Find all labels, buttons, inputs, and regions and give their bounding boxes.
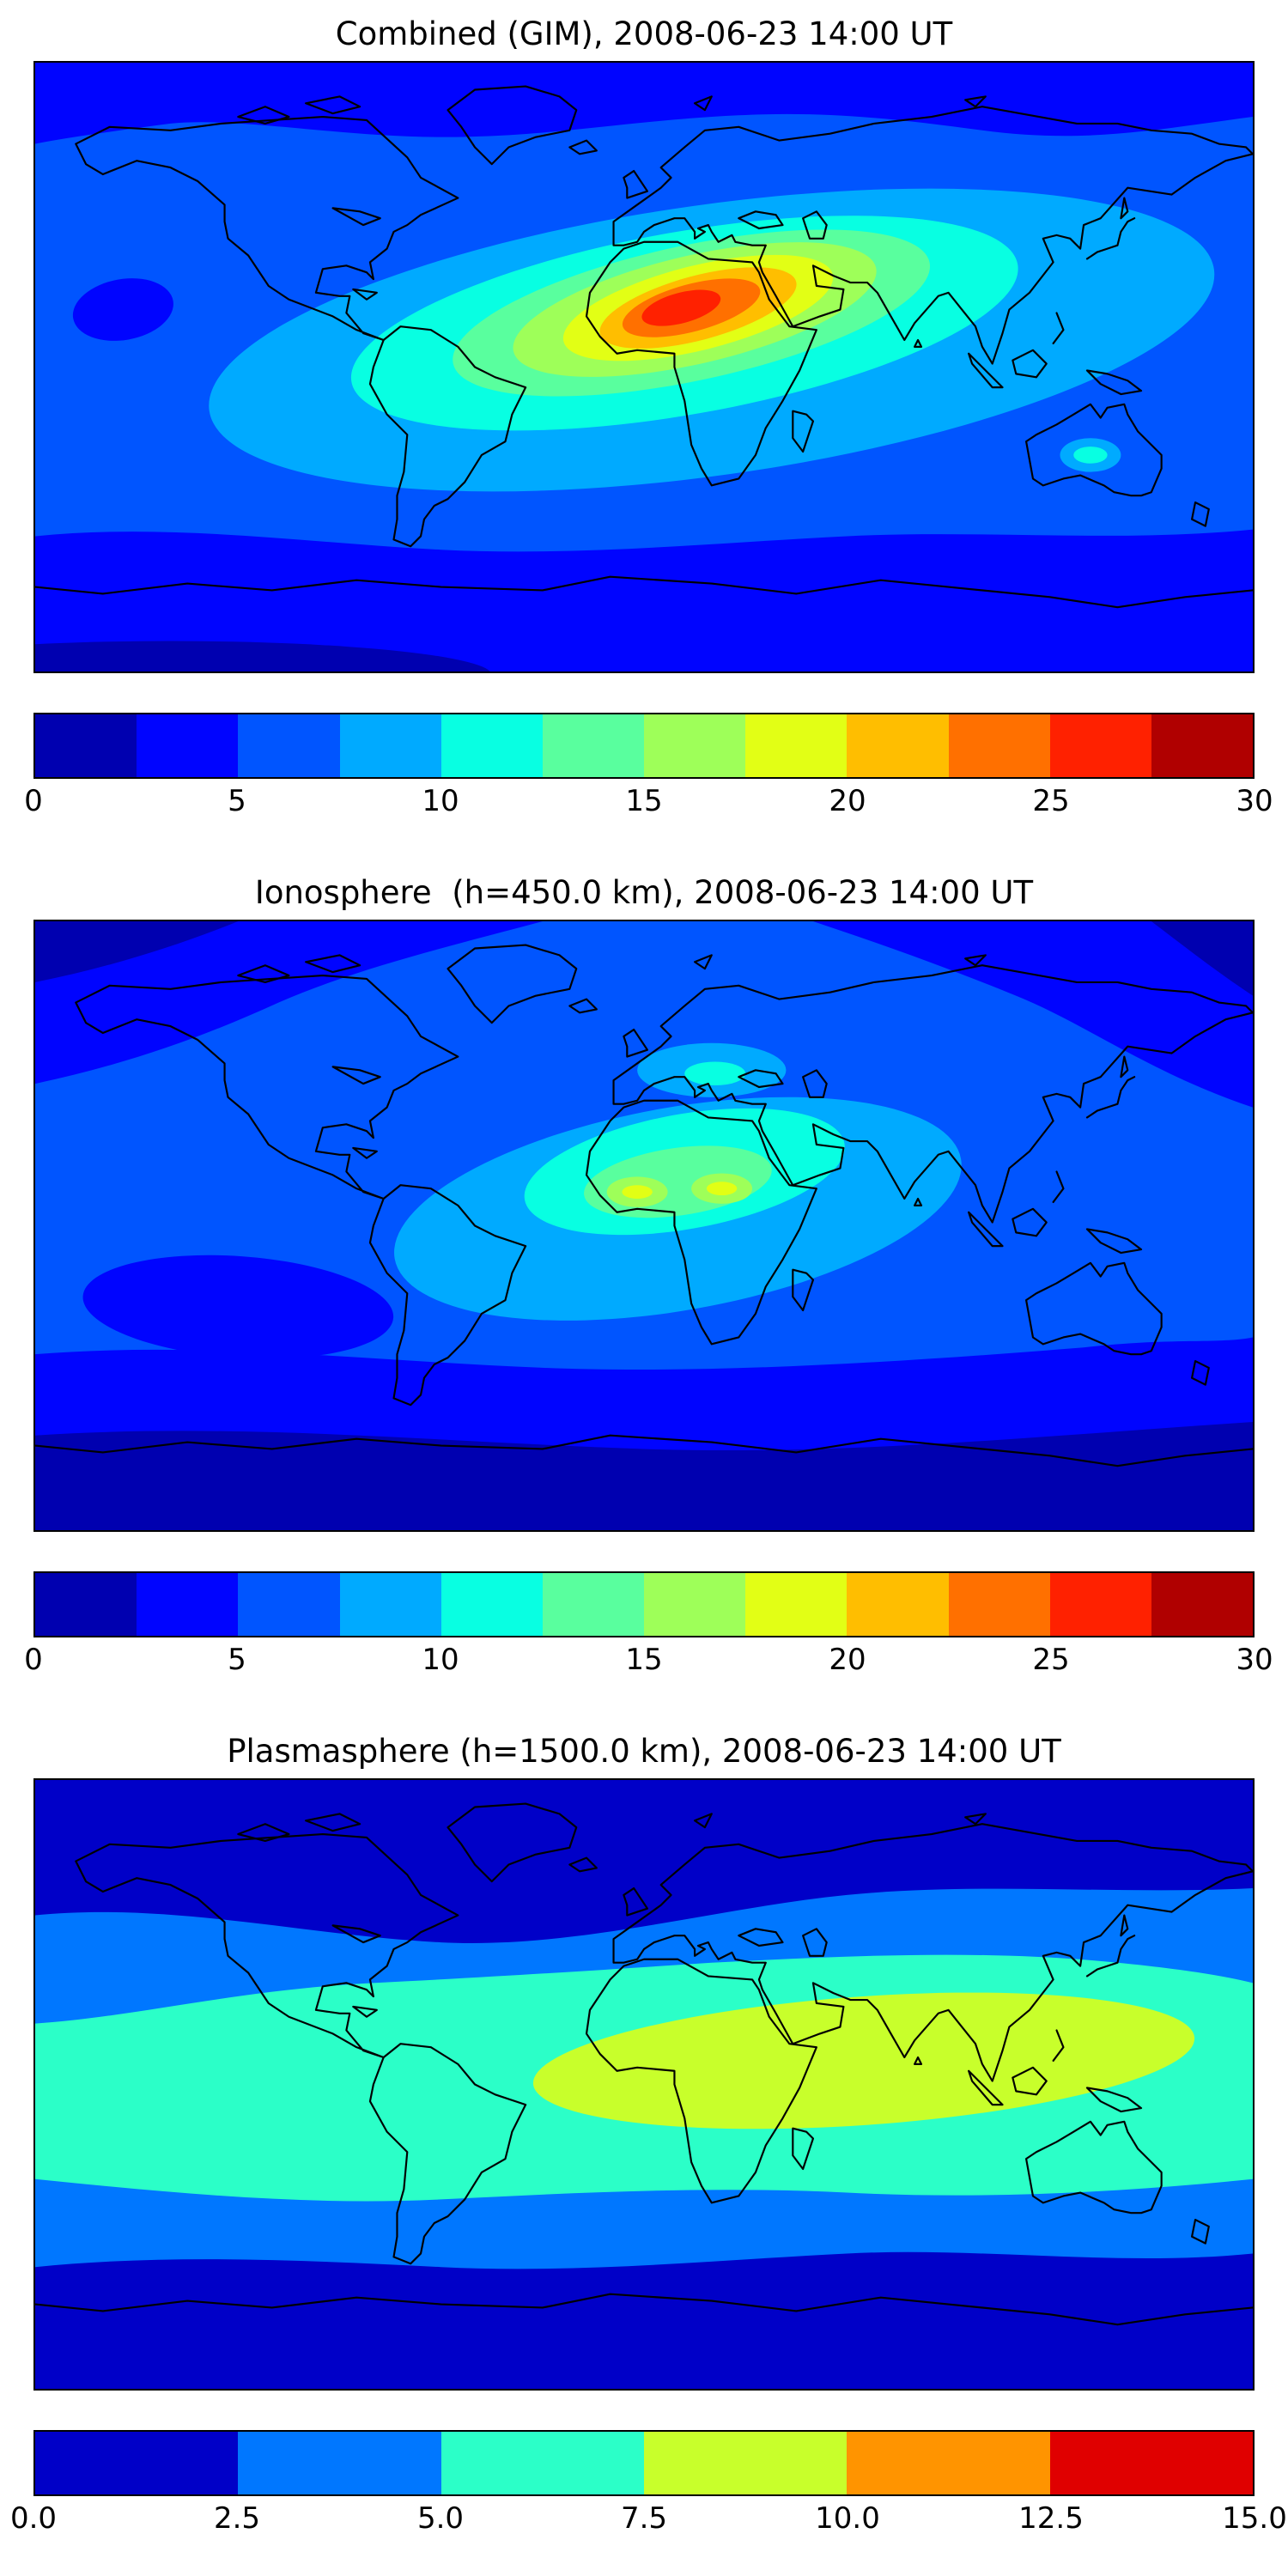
contour-region <box>706 1182 738 1196</box>
colorbar-tick-label: 20 <box>829 1643 866 1677</box>
colorbar-segment <box>35 2432 239 2494</box>
contour-region <box>532 1992 1195 2129</box>
panel-title: Combined (GIM), 2008-06-23 14:00 UT <box>335 15 953 52</box>
contour-region <box>684 1061 746 1086</box>
colorbar-plasmasphere <box>33 2430 1255 2496</box>
colorbar-tick-label: 0 <box>24 784 43 818</box>
colorbar-tick-label: 30 <box>1236 784 1273 818</box>
colorbar-tick-label: 10.0 <box>815 2501 880 2536</box>
map-plasmasphere <box>33 1778 1255 2391</box>
colorbar-segment <box>35 714 137 777</box>
colorbar-segment <box>1049 714 1151 777</box>
colorbar-ionosphere <box>33 1571 1255 1637</box>
colorbar-segment <box>137 1573 239 1636</box>
contour-region <box>812 921 1253 1108</box>
colorbar-segment <box>440 2432 644 2494</box>
colorbar-tick-label: 12.5 <box>1018 2501 1084 2536</box>
colorbar-segment <box>339 714 441 777</box>
colorbar-tick-label: 2.5 <box>213 2501 261 2536</box>
contour-region <box>35 641 490 671</box>
colorbar-tick-label: 15.0 <box>1222 2501 1287 2536</box>
colorbar-segment <box>948 714 1050 777</box>
colorbar-segment <box>1049 2432 1253 2494</box>
colorbar-tick-label: 0.0 <box>9 2501 58 2536</box>
colorbar-tick-label: 20 <box>829 784 866 818</box>
panel-ionosphere: Ionosphere (h=450.0 km), 2008-06-23 14:0… <box>0 859 1288 1717</box>
panel-plasmasphere: Plasmasphere (h=1500.0 km), 2008-06-23 1… <box>0 1717 1288 2576</box>
colorbar-tick-label: 10 <box>422 1643 459 1677</box>
colorbar-segment <box>238 1573 340 1636</box>
panel-title: Plasmasphere (h=1500.0 km), 2008-06-23 1… <box>227 1733 1061 1770</box>
colorbar-segment <box>35 1573 137 1636</box>
colorbar-tick-label: 5.0 <box>416 2501 465 2536</box>
contour-region <box>35 63 1253 144</box>
colorbar-tick-label: 25 <box>1032 1643 1070 1677</box>
colorbar-segment <box>644 714 746 777</box>
colorbar-tick-label: 30 <box>1236 1643 1273 1677</box>
colorbar-tick-label: 15 <box>625 784 663 818</box>
colorbar-tick-label: 5 <box>228 1643 246 1677</box>
colorbar-combined <box>33 713 1255 779</box>
colorbar-tick-label: 7.5 <box>620 2501 668 2536</box>
map-combined <box>33 61 1255 673</box>
colorbar-segment <box>339 1573 441 1636</box>
colorbar-segment <box>440 714 543 777</box>
colorbar-tick-label: 0 <box>24 1643 43 1677</box>
colorbar-segment <box>238 2432 441 2494</box>
contour-region <box>35 921 543 1084</box>
colorbar-segment <box>643 2432 848 2494</box>
colorbar-tick-label: 25 <box>1032 784 1070 818</box>
colorbar-segment <box>948 1573 1050 1636</box>
contour-region <box>35 1421 1253 1530</box>
contour-region <box>82 1255 394 1359</box>
colorbar-ticks-combined: 0 5 10 15 20 25 30 <box>24 784 1273 822</box>
colorbar-segment <box>440 1573 543 1636</box>
contour-region <box>35 921 239 982</box>
colorbar-segment <box>847 2432 1050 2494</box>
colorbar-segment <box>847 1573 949 1636</box>
colorbar-segment <box>745 714 848 777</box>
colorbar-segment <box>1049 1573 1151 1636</box>
colorbar-segment <box>745 1573 848 1636</box>
colorbar-segment <box>542 714 645 777</box>
map-ionosphere <box>33 920 1255 1532</box>
panel-title: Ionosphere (h=450.0 km), 2008-06-23 14:0… <box>254 874 1034 911</box>
colorbar-segment <box>238 714 340 777</box>
colorbar-tick-label: 5 <box>228 784 246 818</box>
contour-region <box>622 1185 653 1199</box>
colorbar-segment <box>1151 714 1254 777</box>
colorbar-ticks-ionosphere: 0 5 10 15 20 25 30 <box>24 1643 1273 1680</box>
colorbar-segment <box>137 714 239 777</box>
contour-region <box>1073 447 1108 464</box>
panel-combined: Combined (GIM), 2008-06-23 14:00 UT 0 5 10… <box>0 0 1288 859</box>
colorbar-segment <box>542 1573 645 1636</box>
contour-region <box>35 529 1253 671</box>
colorbar-segment <box>1151 1573 1254 1636</box>
colorbar-segment <box>847 714 949 777</box>
contour-region <box>72 278 173 341</box>
colorbar-tick-label: 15 <box>625 1643 663 1677</box>
colorbar-segment <box>644 1573 746 1636</box>
contour-region <box>641 289 721 326</box>
colorbar-tick-label: 10 <box>422 784 459 818</box>
contour-region <box>1151 921 1253 996</box>
colorbar-ticks-plasmasphere: 0.0 2.5 5.0 7.5 10.0 12.5 15.0 <box>10 2501 1287 2539</box>
